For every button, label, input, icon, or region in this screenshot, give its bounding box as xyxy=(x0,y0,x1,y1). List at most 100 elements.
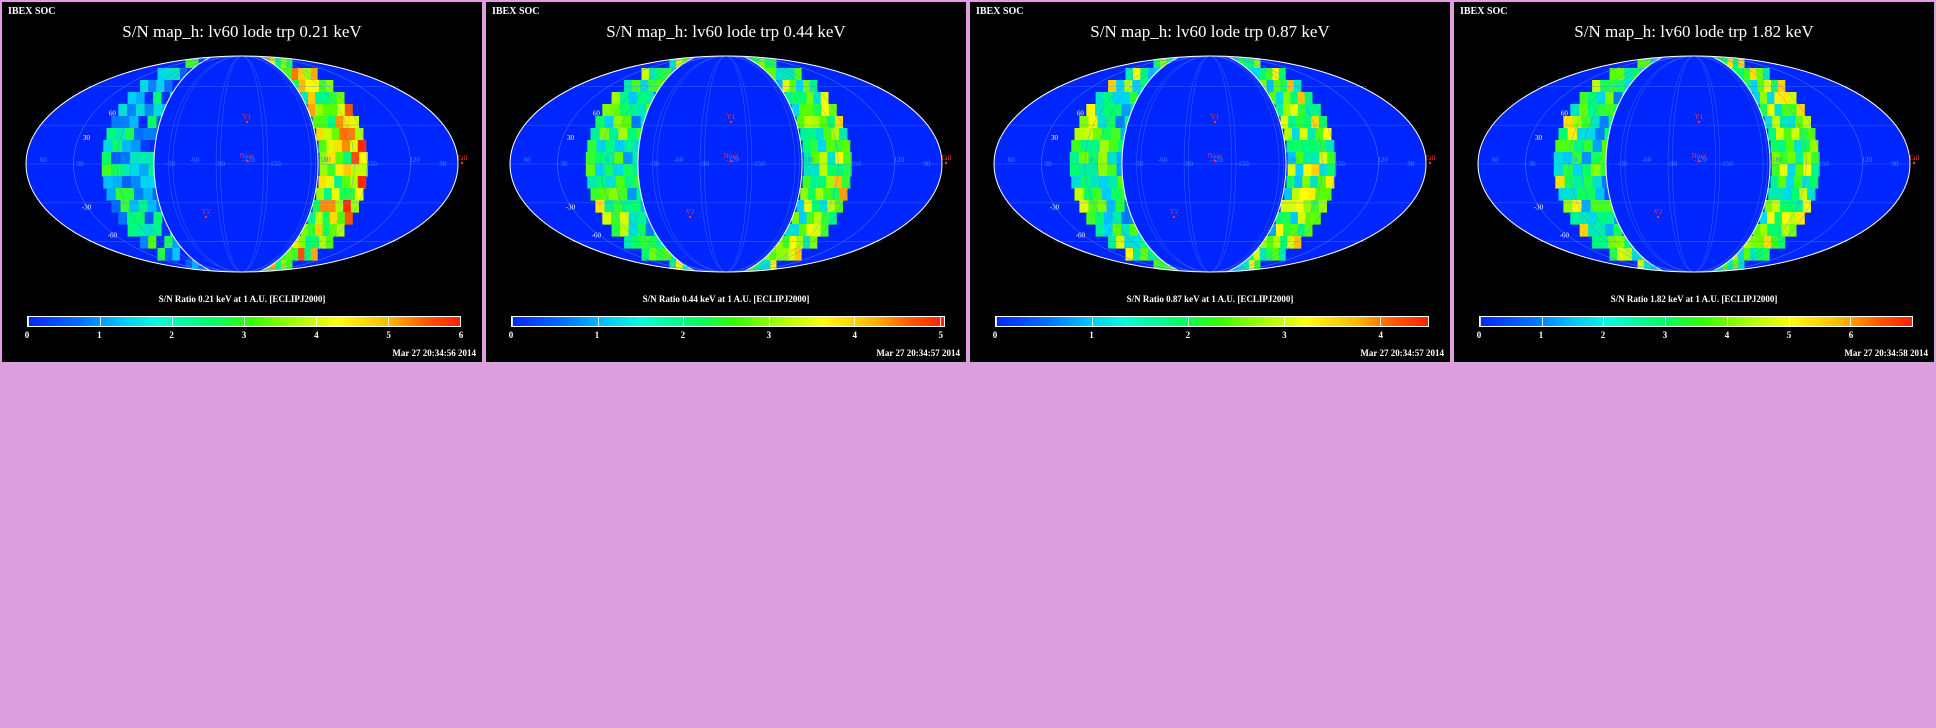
map-pixel xyxy=(1581,164,1592,177)
map-pixel xyxy=(1097,200,1108,213)
map-pixel xyxy=(770,56,777,69)
map-pixel xyxy=(351,164,360,177)
map-pixel xyxy=(1121,92,1131,105)
map-pixel xyxy=(1587,104,1598,117)
map-pixel xyxy=(1268,224,1277,237)
map-pixel xyxy=(185,260,193,272)
map-pixel xyxy=(1089,176,1100,189)
map-pixel xyxy=(1312,104,1321,117)
map-title: S/N map_h: lv60 lode trp 0.21 keV xyxy=(122,22,362,41)
map-pixel xyxy=(663,248,672,261)
map-pixel xyxy=(637,224,647,237)
map-pixel xyxy=(1579,104,1589,117)
map-pixel xyxy=(1266,248,1273,261)
colorbar-tick-label: 6 xyxy=(1848,330,1854,340)
map-pixel xyxy=(1121,104,1131,117)
map-pixel xyxy=(1781,224,1790,237)
map-pixel xyxy=(1771,236,1779,249)
map-pixel xyxy=(1555,176,1566,189)
map-pixel xyxy=(319,236,327,249)
map-pixel xyxy=(319,152,329,165)
map-pixel xyxy=(1788,92,1797,105)
map-pixel xyxy=(810,176,819,189)
map-pixel xyxy=(1772,200,1781,213)
map-pixel xyxy=(1778,140,1787,153)
map-pixel xyxy=(1609,248,1618,261)
latitude-label: -30 xyxy=(566,203,576,211)
map-pixel xyxy=(821,212,830,225)
map-pixel xyxy=(165,248,174,261)
map-pixel xyxy=(355,188,364,201)
map-pixel xyxy=(1290,92,1299,105)
map-pixel xyxy=(1303,164,1312,177)
map-pixel xyxy=(759,56,766,69)
map-pixel xyxy=(806,92,815,105)
map-pixel xyxy=(285,248,293,261)
map-pixel xyxy=(1762,248,1770,261)
map-pixel xyxy=(622,200,633,213)
longitude-label: 90 xyxy=(923,160,931,168)
map-pixel xyxy=(624,176,635,189)
longitude-label: 150 xyxy=(850,160,861,168)
map-pixel xyxy=(615,140,626,153)
colorbar-tick-label: 1 xyxy=(1538,330,1544,340)
sky-map-panel: 60 30 0 -30 -60 -90 -120 -150 -180 150 120 90 60 30 -3… xyxy=(2,2,482,362)
map-pixel xyxy=(1768,188,1777,201)
longitude-label: -180 xyxy=(802,156,815,164)
longitude-label: 0 xyxy=(1089,156,1093,164)
map-pixel xyxy=(637,104,647,117)
colorbar-tick-label: 3 xyxy=(1282,330,1287,340)
map-pixel xyxy=(1107,152,1118,165)
map-pixel xyxy=(131,140,142,153)
map-pixel xyxy=(794,248,802,261)
map-pixel xyxy=(831,188,840,201)
map-pixel xyxy=(144,224,154,237)
map-pixel xyxy=(831,128,840,141)
map-pixel xyxy=(834,116,843,129)
map-pixel xyxy=(1095,224,1105,237)
map-pixel xyxy=(324,188,333,201)
map-pixel xyxy=(1272,248,1280,261)
map-pixel xyxy=(1069,152,1080,165)
map-pixel xyxy=(1779,116,1789,129)
map-pixel xyxy=(322,92,331,105)
colorbar-tick-label: 2 xyxy=(1600,330,1606,340)
map-pixel xyxy=(1590,116,1601,129)
map-pixel xyxy=(628,92,638,105)
map-pixel xyxy=(322,104,331,117)
map-pixel xyxy=(1103,212,1114,225)
colorbar-tick-mark xyxy=(939,317,941,326)
map-pixel xyxy=(1592,140,1603,153)
map-pixel xyxy=(1779,200,1789,213)
map-pixel xyxy=(1133,68,1142,81)
colorbar-tick-label: 1 xyxy=(97,330,102,340)
map-pixel xyxy=(799,224,807,237)
map-pixel xyxy=(628,224,638,237)
map-pixel xyxy=(604,116,615,129)
v2-marker xyxy=(1656,215,1660,219)
map-pixel xyxy=(350,140,359,153)
map-pixel xyxy=(1325,176,1335,189)
map-pixel xyxy=(1617,248,1626,261)
map-pixel xyxy=(156,236,165,249)
map-pixel xyxy=(1592,176,1603,189)
map-pixel xyxy=(803,236,811,249)
sky-map-panel: 60 30 0 -30 -60 -90 -120 -150 -180 150 120 90 60 30 -3… xyxy=(486,2,966,362)
map-pixel xyxy=(1278,248,1286,261)
map-pixel xyxy=(310,248,318,261)
colorbar-tick-mark xyxy=(172,317,173,326)
map-pixel xyxy=(121,176,132,189)
map-pixel xyxy=(1302,140,1311,153)
map-pixel xyxy=(1074,128,1085,141)
map-pixel xyxy=(1794,140,1803,153)
map-pixel xyxy=(1303,152,1312,165)
map-pixel xyxy=(1327,164,1336,177)
map-pixel xyxy=(1284,128,1293,141)
map-pixel xyxy=(804,116,813,129)
tail-label: Tail xyxy=(1425,154,1436,162)
map-pixel xyxy=(769,68,777,81)
colorbar-tick-label: 2 xyxy=(1185,330,1191,340)
map-pixel xyxy=(127,224,137,237)
map-pixel xyxy=(1605,212,1615,225)
map-pixel xyxy=(1319,152,1328,165)
